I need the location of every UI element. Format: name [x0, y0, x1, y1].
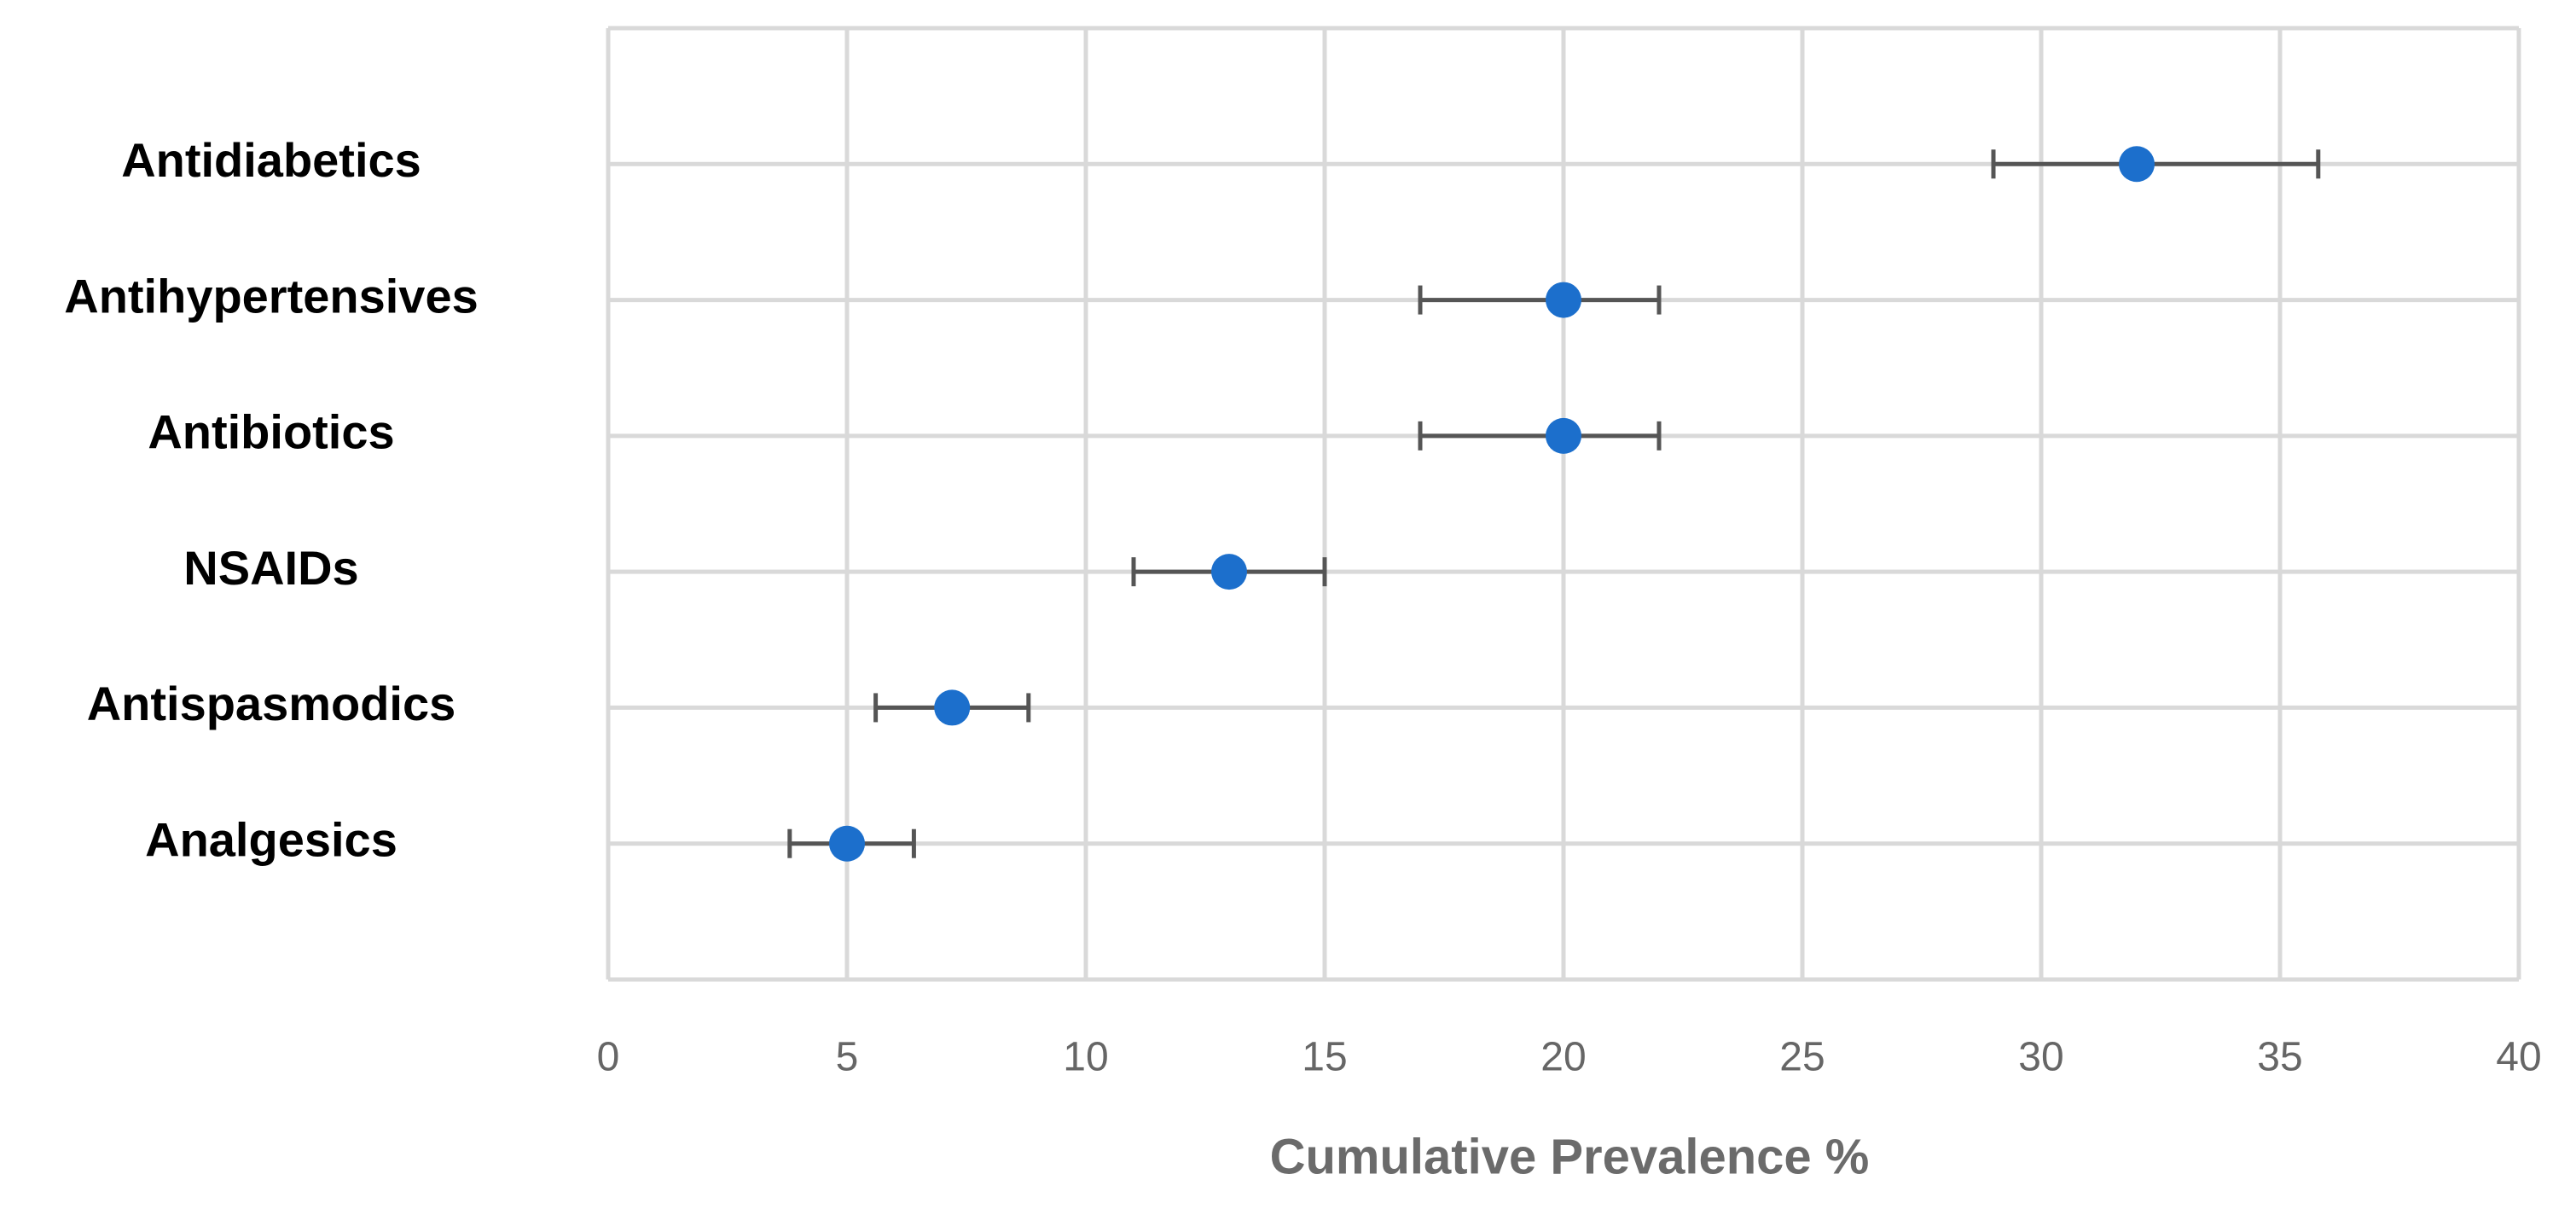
x-tick-label: 5 — [836, 1035, 859, 1080]
x-tick-label: 30 — [2018, 1035, 2063, 1080]
x-tick-label: 15 — [1302, 1035, 1347, 1080]
category-label: NSAIDs — [183, 541, 358, 595]
category-label: Antihypertensives — [64, 269, 479, 323]
dot — [1546, 282, 1581, 318]
dot — [1546, 418, 1581, 454]
x-tick-label: 20 — [1540, 1035, 1586, 1080]
category-label: Antibiotics — [148, 405, 394, 459]
category-label: Antispasmodics — [87, 677, 456, 730]
dot — [2119, 146, 2155, 182]
dot — [829, 826, 865, 862]
x-tick-label: 25 — [1779, 1035, 1825, 1080]
x-tick-label: 35 — [2257, 1035, 2302, 1080]
category-label: Analgesics — [145, 813, 397, 867]
x-axis-title: Cumulative Prevalence % — [1270, 1129, 1870, 1184]
dot — [934, 689, 970, 725]
x-tick-label: 0 — [597, 1035, 620, 1080]
x-tick-label: 10 — [1063, 1035, 1108, 1080]
category-label: Antidiabetics — [121, 133, 421, 187]
x-tick-label: 40 — [2496, 1035, 2541, 1080]
dot — [1211, 554, 1247, 590]
